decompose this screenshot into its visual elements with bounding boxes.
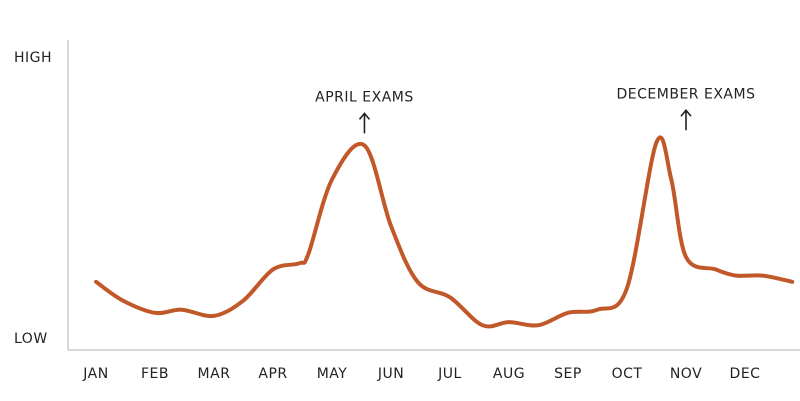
annotation-label-1: DECEMBER EXAMS bbox=[617, 86, 756, 102]
annotations: APRIL EXAMS DECEMBER EXAMS bbox=[315, 86, 756, 134]
x-tick-labels: JAN FEB MAR APR MAY JUN JUL AUG SEP OCT NOV DEC bbox=[82, 366, 760, 382]
x-tick-label-jan: JAN bbox=[82, 366, 108, 382]
up-arrow-icon bbox=[680, 109, 692, 131]
annotation-label-0: APRIL EXAMS bbox=[315, 89, 414, 105]
x-tick-label-apr: APR bbox=[258, 366, 287, 382]
x-tick-label-dec: DEC bbox=[730, 366, 761, 382]
up-arrow-icon bbox=[358, 112, 371, 134]
y-tick-label-low: LOW bbox=[14, 331, 48, 347]
series-line bbox=[94, 135, 795, 329]
x-tick-label-oct: OCT bbox=[612, 366, 643, 382]
x-tick-label-feb: FEB bbox=[141, 366, 169, 382]
x-tick-label-mar: MAR bbox=[198, 366, 231, 382]
x-tick-label-may: MAY bbox=[317, 366, 348, 382]
x-tick-label-jul: JUL bbox=[437, 366, 462, 382]
x-tick-label-jun: JUN bbox=[377, 366, 404, 382]
x-tick-label-sep: SEP bbox=[554, 366, 582, 382]
x-tick-label-aug: AUG bbox=[493, 366, 525, 382]
y-tick-label-high: HIGH bbox=[14, 50, 52, 66]
x-tick-label-nov: NOV bbox=[670, 366, 702, 382]
